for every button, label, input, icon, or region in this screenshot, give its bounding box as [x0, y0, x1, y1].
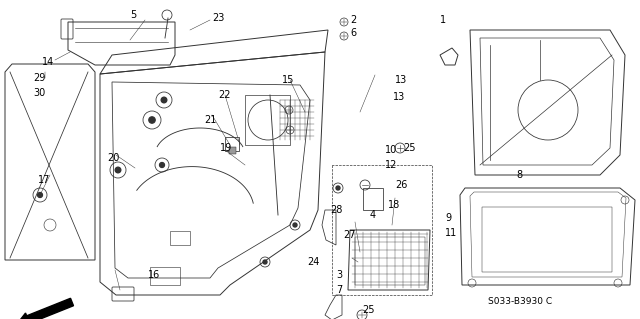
Text: Fr.: Fr. [30, 295, 43, 305]
Bar [170, 231, 190, 245]
Text: 25: 25 [362, 305, 374, 315]
FancyBboxPatch shape [228, 146, 236, 153]
Circle shape [115, 167, 121, 173]
Text: 13: 13 [393, 92, 405, 102]
Text: 25: 25 [403, 143, 415, 153]
Text: 8: 8 [516, 170, 522, 180]
Text: 5: 5 [130, 10, 136, 20]
Text: 9: 9 [445, 213, 451, 223]
Text: 14: 14 [42, 57, 54, 67]
Text: 13: 13 [395, 75, 407, 85]
Text: 17: 17 [38, 175, 51, 185]
FancyArrow shape [17, 298, 74, 319]
Text: 20: 20 [107, 153, 120, 163]
Text: 21: 21 [204, 115, 216, 125]
Text: 2: 2 [350, 15, 356, 25]
Text: 23: 23 [212, 13, 225, 23]
Text: 15: 15 [282, 75, 294, 85]
Text: 30: 30 [33, 88, 45, 98]
Circle shape [293, 223, 297, 227]
Text: S033-B3930 C: S033-B3930 C [488, 298, 552, 307]
Text: 11: 11 [445, 228, 457, 238]
Bar [482, 207, 612, 272]
Text: 7: 7 [336, 285, 342, 295]
Text: 29: 29 [33, 73, 45, 83]
Text: 16: 16 [148, 270, 160, 280]
Text: 3: 3 [336, 270, 342, 280]
Text: 10: 10 [385, 145, 397, 155]
Text: 22: 22 [218, 90, 230, 100]
Text: 4: 4 [370, 210, 376, 220]
Bar [245, 95, 290, 145]
Text: 24: 24 [307, 257, 319, 267]
Text: 19: 19 [220, 143, 232, 153]
Bar [150, 267, 180, 285]
Text: 18: 18 [388, 200, 400, 210]
Text: 6: 6 [350, 28, 356, 38]
Text: 1: 1 [440, 15, 446, 25]
Circle shape [38, 193, 42, 197]
Circle shape [159, 163, 164, 167]
Text: 26: 26 [395, 180, 408, 190]
Circle shape [263, 260, 267, 264]
Circle shape [161, 97, 167, 103]
Bar [363, 188, 383, 210]
Circle shape [149, 117, 155, 123]
Text: 28: 28 [330, 205, 342, 215]
Text: 27: 27 [343, 230, 355, 240]
Bar [355, 237, 425, 285]
Circle shape [336, 186, 340, 190]
Text: 12: 12 [385, 160, 397, 170]
